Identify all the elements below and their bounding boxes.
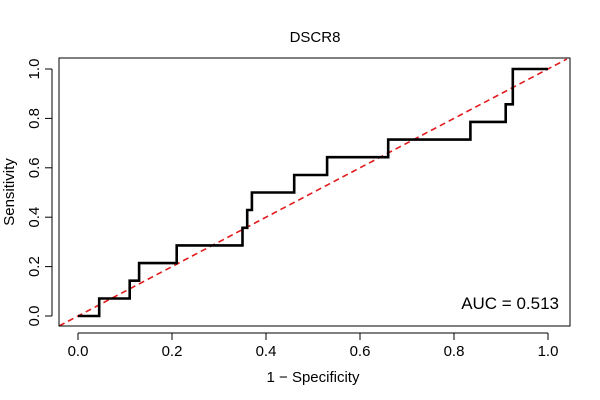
x-tick-label: 1.0 [538,343,559,360]
axes: 0.0 0.2 0.4 0.6 0.8 1.0 0.0 0.2 0.4 0.6 0.8 1.0 [26,59,558,360]
y-tick-label: 1.0 [26,59,43,80]
roc-curve [78,67,548,318]
y-axis-label: Sensitivity [1,158,18,226]
x-tick-label: 0.6 [350,343,371,360]
plot-frame [58,57,571,327]
x-tick-label: 0.8 [444,343,465,360]
auc-annotation: AUC = 0.513 [461,294,559,313]
y-tick-label: 0.2 [26,256,43,277]
x-tick-label: 0.4 [256,343,277,360]
y-tick-label: 0.4 [26,207,43,228]
x-tick-label: 0.2 [162,343,183,360]
y-tick-label: 0.0 [26,306,43,327]
reference-diagonal-line [59,58,568,326]
plot-area [59,58,568,326]
y-tick-label: 0.6 [26,157,43,178]
x-axis-label: 1 − Specificity [267,369,360,386]
y-tick-label: 0.8 [26,108,43,129]
x-tick-label: 0.0 [68,343,89,360]
chart-title: DSCR8 [290,29,341,46]
